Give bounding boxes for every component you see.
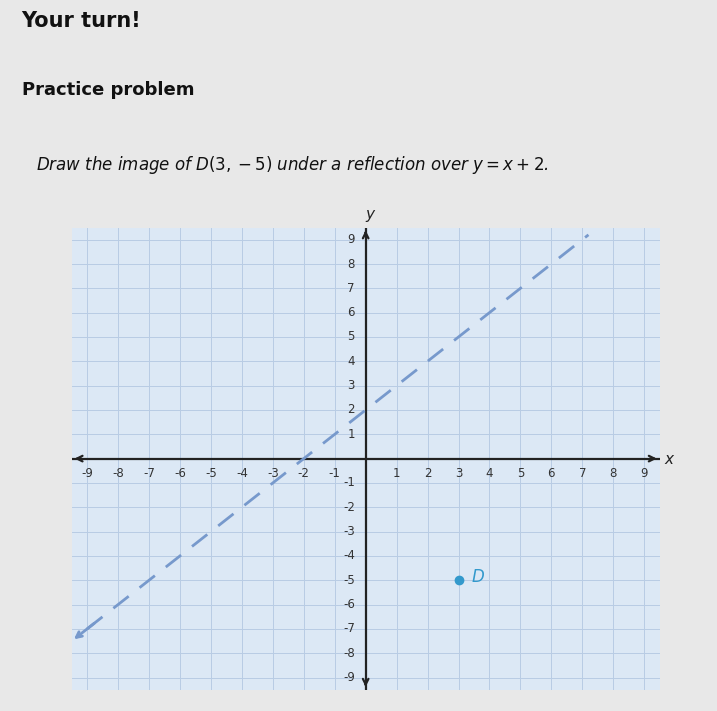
Text: 3: 3 — [348, 379, 355, 392]
Text: 2: 2 — [424, 467, 432, 480]
Text: -1: -1 — [343, 476, 355, 489]
Text: -5: -5 — [343, 574, 355, 587]
Text: -6: -6 — [343, 598, 355, 611]
Text: Draw the image of $D(3,-5)$ under a reflection over $y=x+2$.: Draw the image of $D(3,-5)$ under a refl… — [36, 154, 549, 176]
Text: $D$: $D$ — [471, 567, 485, 586]
Text: 8: 8 — [609, 467, 617, 480]
Text: -6: -6 — [174, 467, 186, 480]
Text: -4: -4 — [343, 550, 355, 562]
Text: 4: 4 — [347, 355, 355, 368]
Text: -9: -9 — [81, 467, 93, 480]
Text: -2: -2 — [343, 501, 355, 514]
Text: -8: -8 — [343, 647, 355, 660]
Text: 9: 9 — [640, 467, 648, 480]
Text: -8: -8 — [113, 467, 124, 480]
Text: 2: 2 — [347, 403, 355, 417]
Text: -7: -7 — [143, 467, 155, 480]
Text: 5: 5 — [517, 467, 524, 480]
Text: 6: 6 — [347, 306, 355, 319]
Text: 9: 9 — [347, 233, 355, 246]
Text: -5: -5 — [205, 467, 217, 480]
Text: 1: 1 — [393, 467, 400, 480]
Text: 7: 7 — [347, 282, 355, 295]
Text: $x$: $x$ — [664, 452, 676, 467]
Text: -9: -9 — [343, 671, 355, 684]
Text: 7: 7 — [579, 467, 586, 480]
Text: Practice problem: Practice problem — [22, 81, 194, 99]
Text: -1: -1 — [329, 467, 341, 480]
Text: -3: -3 — [267, 467, 279, 480]
Text: -4: -4 — [236, 467, 248, 480]
Text: -7: -7 — [343, 622, 355, 636]
Text: 6: 6 — [548, 467, 555, 480]
Text: -3: -3 — [343, 525, 355, 538]
Text: 4: 4 — [485, 467, 493, 480]
Text: 3: 3 — [455, 467, 462, 480]
Text: Your turn!: Your turn! — [22, 11, 141, 31]
Text: 8: 8 — [348, 257, 355, 270]
Text: 1: 1 — [347, 428, 355, 441]
Text: $y$: $y$ — [364, 208, 376, 224]
Text: 5: 5 — [348, 331, 355, 343]
Text: -2: -2 — [298, 467, 310, 480]
